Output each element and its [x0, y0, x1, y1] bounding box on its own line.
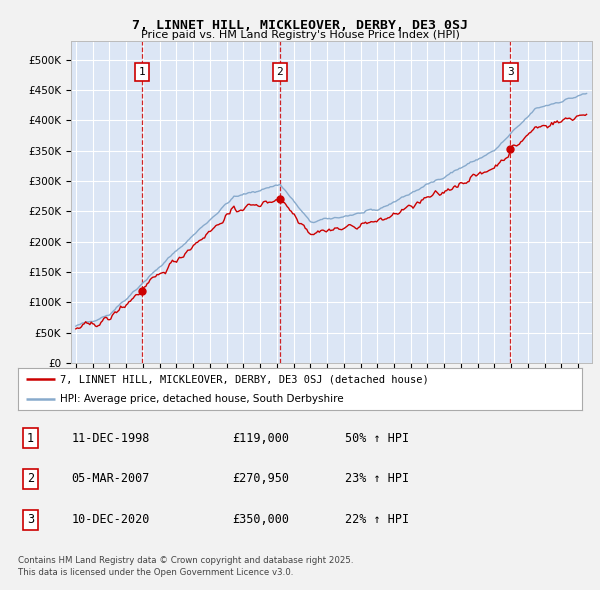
- Text: 23% ↑ HPI: 23% ↑ HPI: [345, 473, 409, 486]
- Text: 1: 1: [27, 432, 34, 445]
- Text: 7, LINNET HILL, MICKLEOVER, DERBY, DE3 0SJ: 7, LINNET HILL, MICKLEOVER, DERBY, DE3 0…: [132, 19, 468, 32]
- Text: 3: 3: [27, 513, 34, 526]
- Text: 7, LINNET HILL, MICKLEOVER, DERBY, DE3 0SJ (detached house): 7, LINNET HILL, MICKLEOVER, DERBY, DE3 0…: [60, 375, 429, 385]
- Text: 11-DEC-1998: 11-DEC-1998: [71, 432, 150, 445]
- Text: Contains HM Land Registry data © Crown copyright and database right 2025.: Contains HM Land Registry data © Crown c…: [18, 556, 353, 565]
- Text: 2: 2: [277, 67, 283, 77]
- Text: £350,000: £350,000: [232, 513, 289, 526]
- Text: 22% ↑ HPI: 22% ↑ HPI: [345, 513, 409, 526]
- Text: HPI: Average price, detached house, South Derbyshire: HPI: Average price, detached house, Sout…: [60, 395, 344, 404]
- Text: 10-DEC-2020: 10-DEC-2020: [71, 513, 150, 526]
- Text: £270,950: £270,950: [232, 473, 289, 486]
- Text: Price paid vs. HM Land Registry's House Price Index (HPI): Price paid vs. HM Land Registry's House …: [140, 30, 460, 40]
- Text: 50% ↑ HPI: 50% ↑ HPI: [345, 432, 409, 445]
- Text: This data is licensed under the Open Government Licence v3.0.: This data is licensed under the Open Gov…: [18, 568, 293, 576]
- Text: 3: 3: [507, 67, 514, 77]
- Text: £119,000: £119,000: [232, 432, 289, 445]
- Text: 05-MAR-2007: 05-MAR-2007: [71, 473, 150, 486]
- Text: 2: 2: [27, 473, 34, 486]
- Text: 1: 1: [139, 67, 145, 77]
